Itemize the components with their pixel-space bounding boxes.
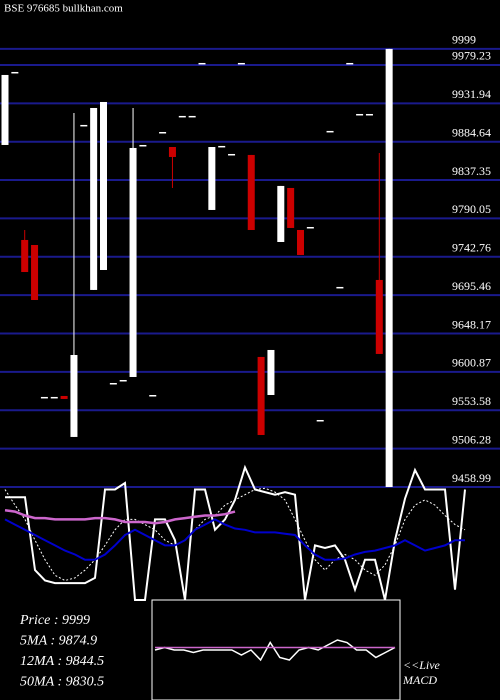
candle-body bbox=[168, 147, 176, 157]
candle-body bbox=[70, 355, 78, 437]
candle-body bbox=[336, 286, 344, 289]
macd-label: <<Live bbox=[403, 658, 441, 672]
candle-body bbox=[50, 396, 58, 399]
candle-body bbox=[267, 349, 275, 395]
info-text: Price : 9999 bbox=[19, 613, 90, 628]
indicator-panel bbox=[4, 464, 466, 601]
y-tick-label: 9837.35 bbox=[452, 164, 491, 178]
candle-body bbox=[60, 395, 68, 399]
candle-body bbox=[385, 48, 393, 487]
price-panel bbox=[1, 48, 393, 487]
candle-body bbox=[375, 279, 383, 354]
candle-body bbox=[287, 187, 295, 228]
candle-body bbox=[218, 145, 226, 148]
macd-frame bbox=[151, 599, 401, 700]
candle-body bbox=[346, 62, 354, 65]
candle-body bbox=[306, 226, 314, 229]
candle-body bbox=[1, 74, 9, 145]
candle-body bbox=[277, 185, 285, 242]
macd-line bbox=[154, 639, 396, 662]
candle-body bbox=[159, 131, 167, 134]
candle-body bbox=[11, 71, 19, 74]
candle-body bbox=[316, 419, 324, 422]
y-tick-label: 9506.28 bbox=[452, 432, 491, 446]
indicator-line bbox=[4, 509, 236, 525]
indicator-line bbox=[4, 518, 465, 561]
y-tick-label: 9458.99 bbox=[452, 471, 491, 485]
y-tick-label: 9600.87 bbox=[452, 356, 491, 370]
candle-body bbox=[356, 113, 364, 116]
info-text: 50MA : 9830.5 bbox=[20, 675, 104, 690]
candle-body bbox=[326, 130, 334, 133]
y-tick-label: 9790.05 bbox=[452, 202, 491, 216]
indicator-line bbox=[4, 487, 466, 582]
candle-body bbox=[80, 124, 88, 127]
candle-body bbox=[40, 396, 48, 399]
y-tick-label: 9884.64 bbox=[452, 125, 491, 139]
candle-body bbox=[139, 144, 147, 147]
y-tick-label: 9553.58 bbox=[452, 394, 491, 408]
candle-body bbox=[297, 229, 304, 255]
chart-title: BSE 976685 bullkhan.com bbox=[4, 3, 123, 15]
y-tick-label: 9999 bbox=[452, 33, 476, 47]
candle-body bbox=[90, 107, 98, 290]
candle-body bbox=[365, 113, 373, 116]
candle-body bbox=[237, 62, 245, 65]
candle-body bbox=[109, 382, 117, 385]
y-tick-label: 9695.46 bbox=[452, 279, 491, 293]
candle-body bbox=[247, 154, 255, 230]
info-text: 5MA : 9874.9 bbox=[20, 634, 97, 649]
candle-body bbox=[31, 244, 39, 301]
candle-body bbox=[188, 115, 196, 118]
candle-body bbox=[198, 62, 206, 65]
candle-body bbox=[129, 147, 137, 377]
y-tick-label: 9931.94 bbox=[452, 87, 491, 101]
candle-body bbox=[149, 394, 157, 397]
candle-body bbox=[228, 153, 236, 156]
macd-label: MACD bbox=[402, 673, 437, 687]
candle-body bbox=[100, 101, 107, 270]
y-tick-label: 9648.17 bbox=[452, 317, 491, 331]
info-text: 12MA : 9844.5 bbox=[20, 654, 104, 669]
y-tick-label: 9742.76 bbox=[452, 241, 491, 255]
y-tick-label: 9979.23 bbox=[452, 49, 491, 63]
candle-body bbox=[21, 239, 29, 273]
candle-body bbox=[208, 147, 216, 210]
candle-body bbox=[178, 115, 186, 118]
candle-body bbox=[119, 379, 127, 382]
candle-body bbox=[257, 356, 265, 435]
